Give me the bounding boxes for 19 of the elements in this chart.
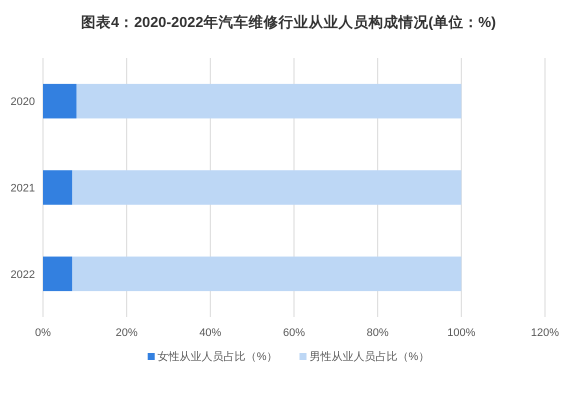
y-tick-label: 2022 — [10, 268, 35, 281]
legend-label: 女性从业人员占比（%） — [158, 350, 278, 363]
x-tick-label: 60% — [282, 327, 306, 339]
y-tick-label: 2020 — [10, 96, 35, 108]
bar — [76, 84, 462, 118]
bar — [43, 170, 72, 205]
x-tick-label: 20% — [116, 327, 138, 339]
y-tick-label: 2021 — [10, 182, 35, 194]
legend-label: 男性从业人员占比（%） — [310, 350, 430, 363]
title: 图表4：2020-2022年汽车维修行业从业人员构成情况(单位：%) — [81, 15, 496, 31]
x-tick-label: 40% — [199, 327, 222, 339]
bar — [43, 84, 76, 118]
bar — [43, 256, 72, 292]
x-tick-label: 80% — [366, 327, 389, 339]
bar — [72, 170, 462, 205]
x-tick-label: 100% — [447, 327, 476, 339]
bar — [72, 256, 462, 292]
x-tick-label: 120% — [530, 327, 560, 339]
x-tick-label: 0% — [35, 327, 52, 339]
